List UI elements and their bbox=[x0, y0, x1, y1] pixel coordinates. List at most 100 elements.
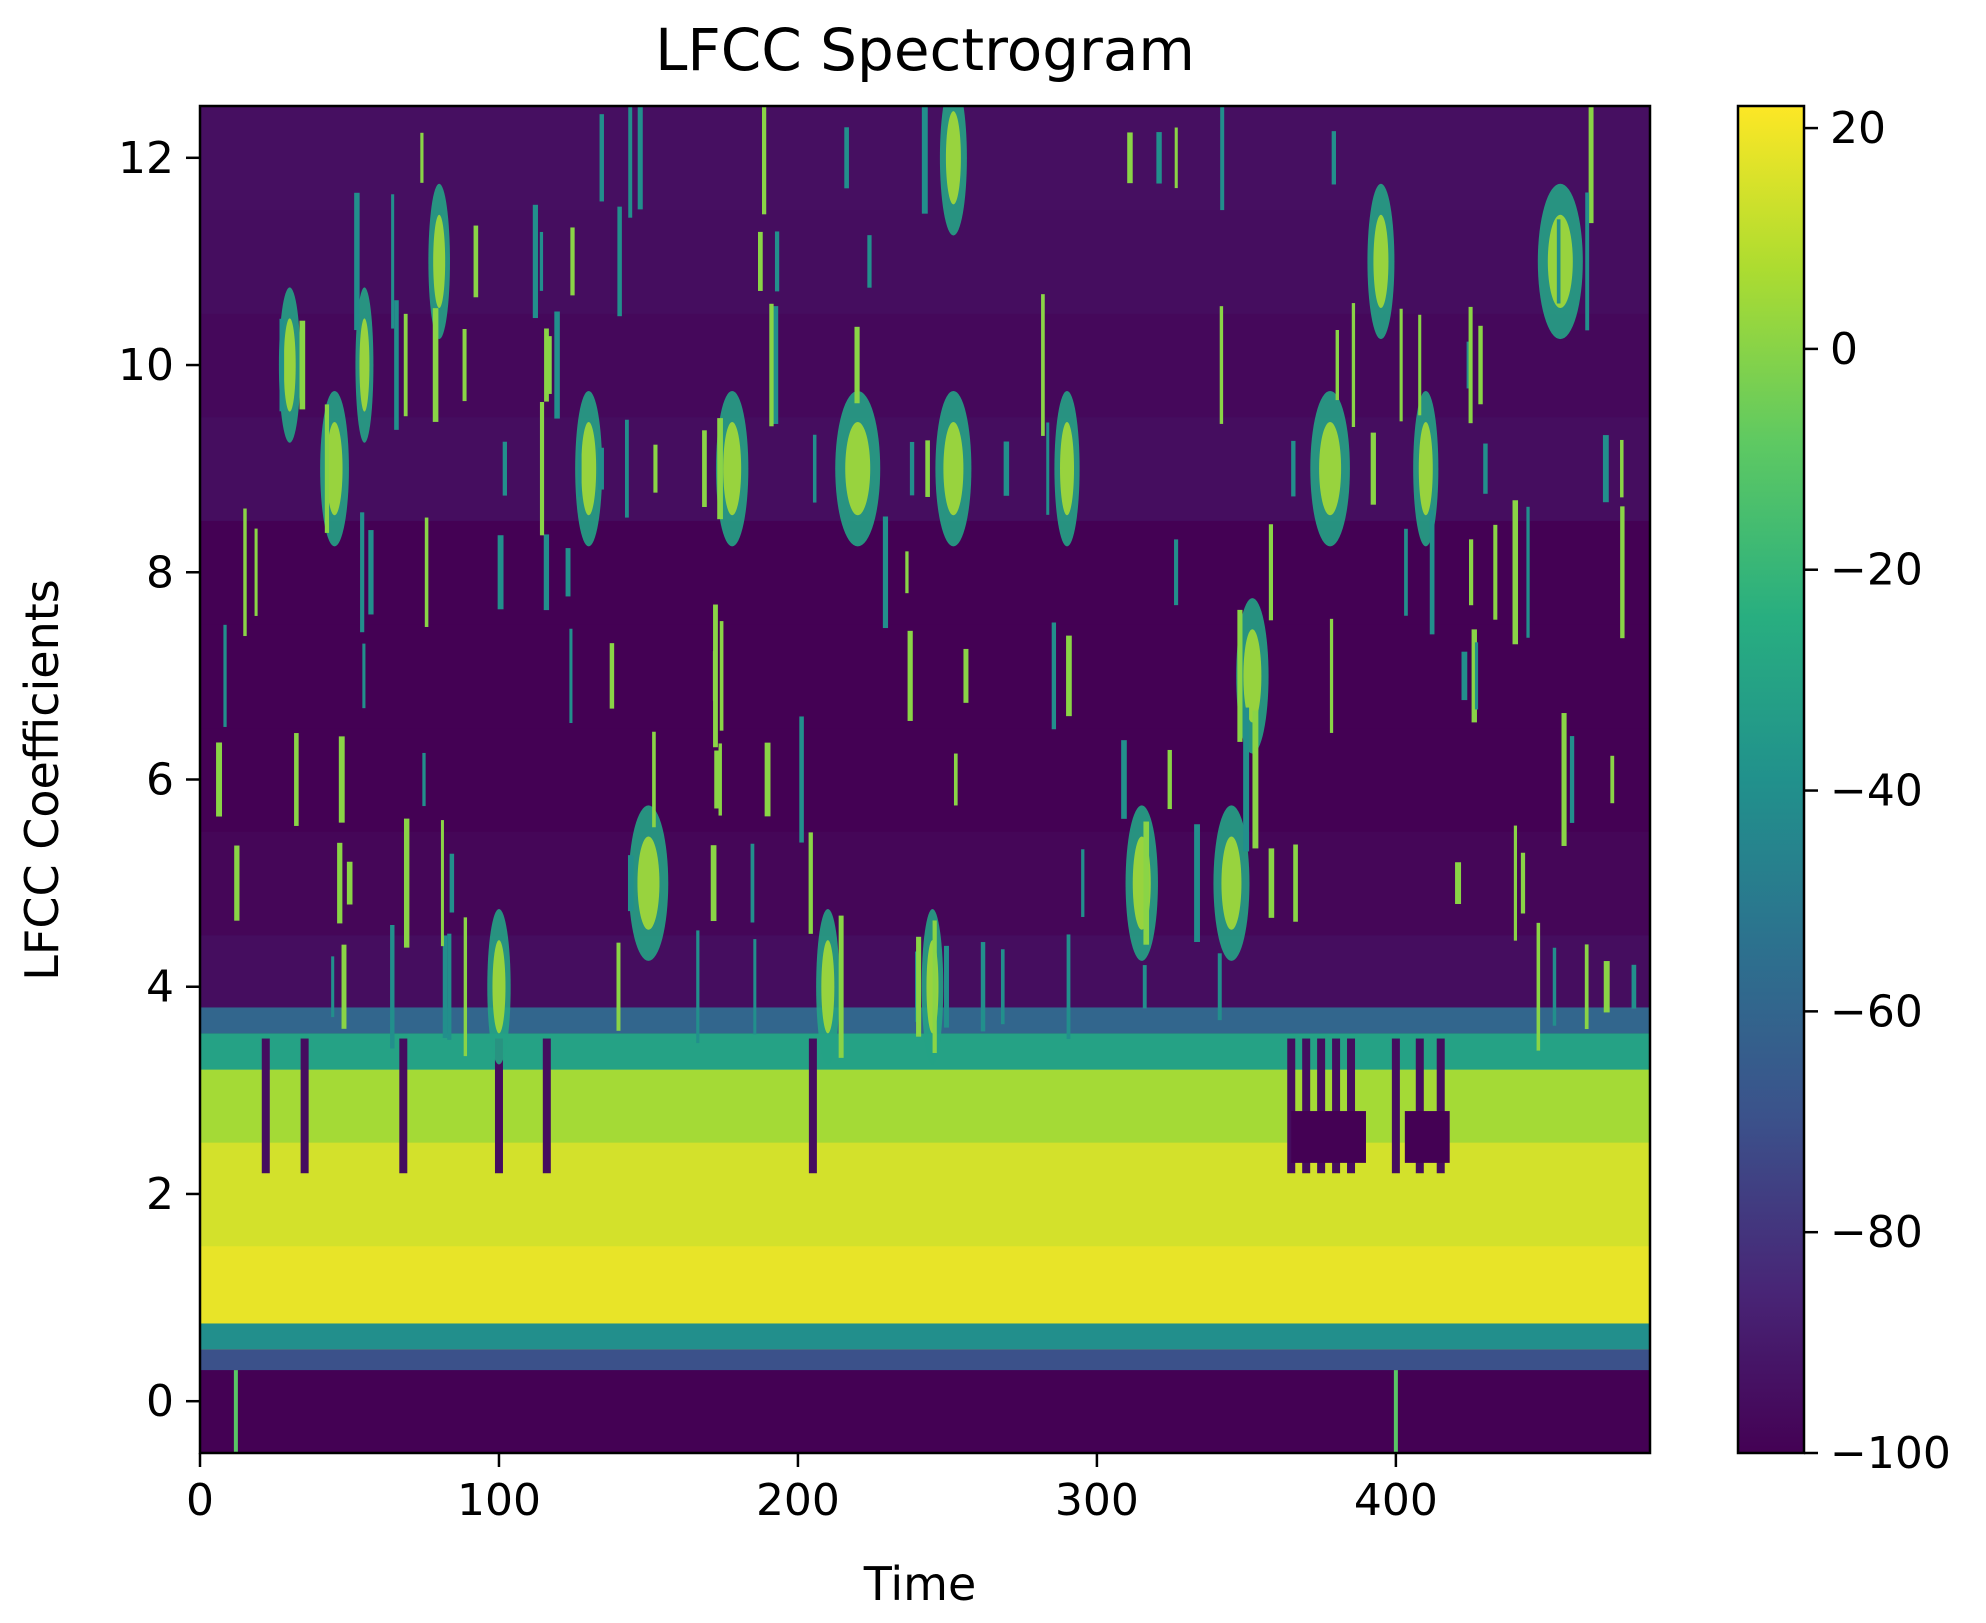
heatmap-streak-33 bbox=[921, 106, 928, 214]
x-tick-label: 100 bbox=[457, 1475, 541, 1526]
heatmap-streak-41 bbox=[944, 945, 949, 1028]
y-tick-label: 10 bbox=[118, 340, 174, 391]
heatmap-burst-core-5 bbox=[845, 422, 871, 516]
heatmap-burst-core-20 bbox=[1060, 422, 1075, 516]
heatmap-streak-59 bbox=[1526, 506, 1530, 638]
heatmap-streak-30 bbox=[331, 956, 335, 1018]
heatmap-streak-121 bbox=[440, 820, 444, 947]
heatmap-streak-45 bbox=[569, 628, 573, 724]
y-tick-label: 8 bbox=[146, 547, 174, 598]
heatmap-streak-122 bbox=[502, 441, 507, 496]
heatmap-dip-13 bbox=[1436, 1038, 1445, 1174]
y-tick-label: 4 bbox=[146, 962, 174, 1013]
heatmap-streak-96 bbox=[1561, 713, 1567, 846]
heatmap-streak-145 bbox=[279, 318, 285, 412]
heatmap-streak-80 bbox=[360, 512, 365, 633]
heatmap-spike-0 bbox=[233, 1370, 238, 1453]
heatmap-streak-64 bbox=[1046, 422, 1050, 515]
heatmap-streak-14 bbox=[1268, 848, 1275, 918]
heatmap-streak-113 bbox=[1143, 821, 1150, 945]
heatmap-streak-94 bbox=[1081, 849, 1085, 917]
heatmap-burst-core-3 bbox=[637, 836, 660, 930]
y-axis-label: LFCC Coefficients bbox=[15, 579, 69, 981]
heatmap-streak-17 bbox=[772, 306, 779, 424]
heatmap-streak-93 bbox=[1631, 964, 1637, 1009]
heatmap-burst-core-2 bbox=[581, 422, 597, 516]
heatmap-streak-54 bbox=[1335, 329, 1339, 401]
heatmap-streak-102 bbox=[1293, 844, 1298, 922]
heatmap-transition-0-low bbox=[200, 1349, 1650, 1371]
heatmap-streak-118 bbox=[1156, 132, 1162, 184]
heatmap-streak-125 bbox=[598, 447, 604, 490]
heatmap-streak-85 bbox=[761, 106, 767, 215]
y-axis: 0 2 4 6 8 10 12 bbox=[118, 133, 200, 1427]
heatmap-streak-156 bbox=[1127, 132, 1133, 184]
colorbar-tick-label: −60 bbox=[1830, 986, 1923, 1037]
heatmap-streak-34 bbox=[1471, 629, 1477, 723]
heatmap-streak-63 bbox=[652, 731, 656, 828]
heatmap-streak-70 bbox=[637, 106, 643, 210]
heatmap-streak-105 bbox=[1331, 131, 1336, 185]
heatmap-streak-51 bbox=[1556, 219, 1561, 304]
heatmap-streak-159 bbox=[1461, 651, 1468, 701]
y-tick-label: 12 bbox=[118, 133, 174, 184]
heatmap-streak-108 bbox=[696, 930, 700, 1044]
heatmap-streak-27 bbox=[368, 530, 374, 615]
heatmap-streak-86 bbox=[758, 231, 763, 291]
heatmap-streak-129 bbox=[1520, 852, 1526, 914]
heatmap-streak-143 bbox=[628, 106, 633, 218]
colorbar-tick-label: 0 bbox=[1830, 324, 1858, 375]
heatmap-streak-130 bbox=[1351, 303, 1356, 427]
heatmap-streak-49 bbox=[609, 643, 615, 709]
heatmap-streak-137 bbox=[473, 225, 479, 298]
heatmap-streak-98 bbox=[1041, 294, 1045, 436]
heatmap-streak-112 bbox=[565, 548, 571, 597]
heatmap-burst-core-4 bbox=[723, 422, 742, 516]
heatmap-streak-115 bbox=[1237, 609, 1243, 742]
heatmap-streak-67 bbox=[1455, 862, 1462, 904]
colorbar-axis: 20 0 −20 −40 −60 −80 −100 bbox=[1804, 103, 1951, 1479]
heatmap-streak-101 bbox=[216, 742, 223, 817]
heatmap-streak-148 bbox=[599, 114, 604, 202]
heatmap-row-10 bbox=[200, 313, 1650, 418]
heatmap-streak-22 bbox=[539, 231, 544, 291]
heatmap-streak-48 bbox=[394, 300, 399, 430]
heatmap-streak-3 bbox=[547, 336, 552, 394]
heatmap-streak-5 bbox=[844, 127, 849, 189]
heatmap-streak-78 bbox=[867, 235, 872, 288]
heatmap-dip-5 bbox=[808, 1038, 817, 1174]
heatmap-streak-69 bbox=[653, 444, 658, 493]
heatmap-streak-100 bbox=[764, 742, 771, 817]
heatmap-streak-13 bbox=[1404, 528, 1408, 616]
heatmap-streak-83 bbox=[1329, 618, 1334, 733]
heatmap-streak-74 bbox=[422, 752, 426, 807]
heatmap-streak-15 bbox=[1588, 106, 1594, 224]
heatmap-streak-37 bbox=[769, 303, 774, 427]
heatmap-streak-62 bbox=[980, 942, 986, 1032]
heatmap-streak-142 bbox=[390, 924, 395, 1049]
heatmap-streak-39 bbox=[1620, 439, 1624, 498]
colorbar-tick-label: −40 bbox=[1830, 766, 1923, 817]
heatmap-streak-11 bbox=[341, 944, 347, 1029]
heatmap-streak-157 bbox=[1066, 934, 1071, 1040]
heatmap-streak-123 bbox=[1493, 524, 1498, 620]
heatmap-streak-116 bbox=[1603, 961, 1610, 1013]
heatmap-streak-47 bbox=[362, 643, 366, 709]
heatmap-streak-104 bbox=[1399, 308, 1403, 422]
heatmap-streak-133 bbox=[702, 430, 707, 507]
heatmap-streak-56 bbox=[1003, 441, 1010, 496]
heatmap-burst-core-16 bbox=[821, 940, 835, 1034]
heatmap-streak-71 bbox=[1217, 953, 1222, 1021]
heatmap-streak-151 bbox=[1468, 306, 1473, 424]
heatmap-streak-32 bbox=[963, 648, 969, 703]
heatmap-streak-103 bbox=[1370, 432, 1376, 505]
heatmap-streak-126 bbox=[719, 621, 724, 731]
heatmap-dip-3 bbox=[494, 1038, 503, 1174]
heatmap-streak-107 bbox=[449, 853, 455, 913]
heatmap-streak-132 bbox=[1174, 127, 1178, 189]
heatmap-streak-91 bbox=[346, 861, 353, 905]
heatmap-dip-9 bbox=[1332, 1038, 1341, 1174]
heatmap-row-9 bbox=[200, 416, 1650, 521]
heatmap-burst-core-18 bbox=[283, 318, 296, 412]
heatmap-streak-28 bbox=[854, 326, 860, 404]
